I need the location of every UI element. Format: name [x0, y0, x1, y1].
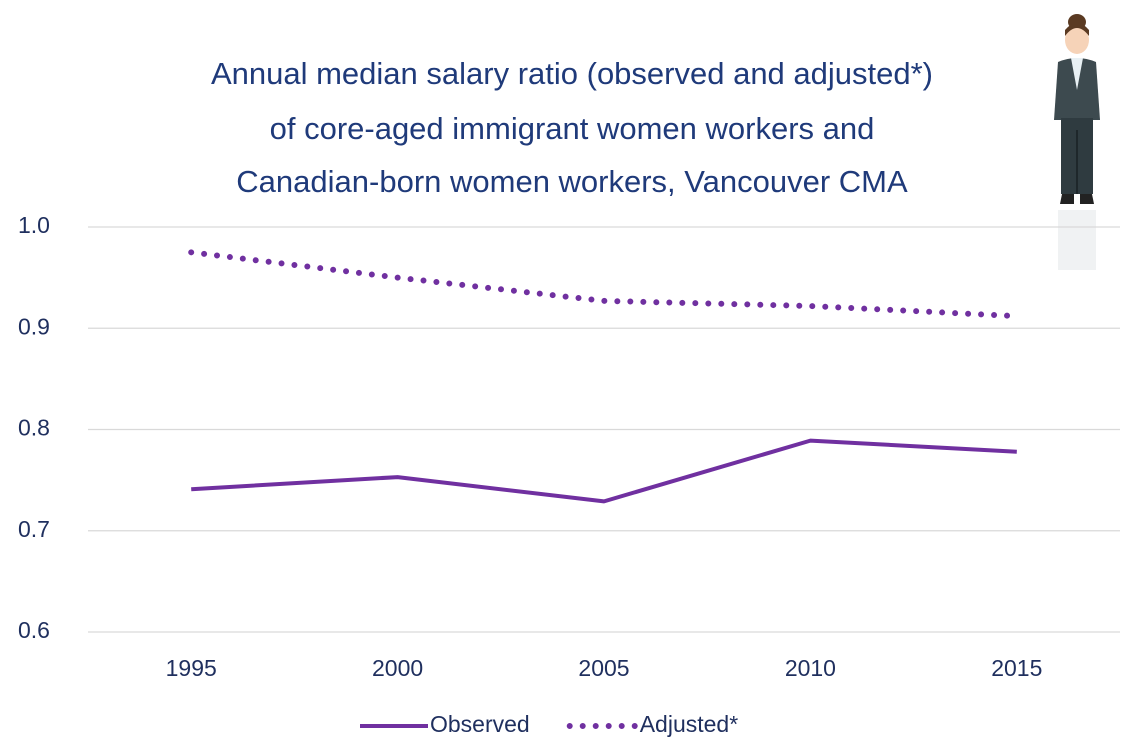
data-line	[188, 249, 1020, 320]
y-tick-label: 1.0	[18, 212, 50, 238]
x-tick-label: 2000	[372, 655, 423, 681]
legend-label: Observed	[430, 711, 530, 737]
x-tick-label: 2005	[578, 655, 629, 681]
y-tick-label: 0.6	[18, 617, 50, 643]
chart-title: Canadian-born women workers, Vancouver C…	[236, 164, 908, 199]
chart-title: of core-aged immigrant women workers and	[270, 111, 875, 146]
y-tick-label: 0.8	[18, 415, 50, 441]
x-tick-label: 2010	[785, 655, 836, 681]
woman-icon	[1054, 14, 1100, 270]
x-tick-label: 1995	[166, 655, 217, 681]
data-line	[191, 438, 1017, 504]
chart-title: Annual median salary ratio (observed and…	[211, 56, 933, 91]
y-tick-label: 0.9	[18, 313, 50, 339]
y-tick-label: 0.7	[18, 516, 50, 542]
x-tick-label: 2015	[991, 655, 1042, 681]
legend-label: Adjusted*	[640, 711, 739, 737]
